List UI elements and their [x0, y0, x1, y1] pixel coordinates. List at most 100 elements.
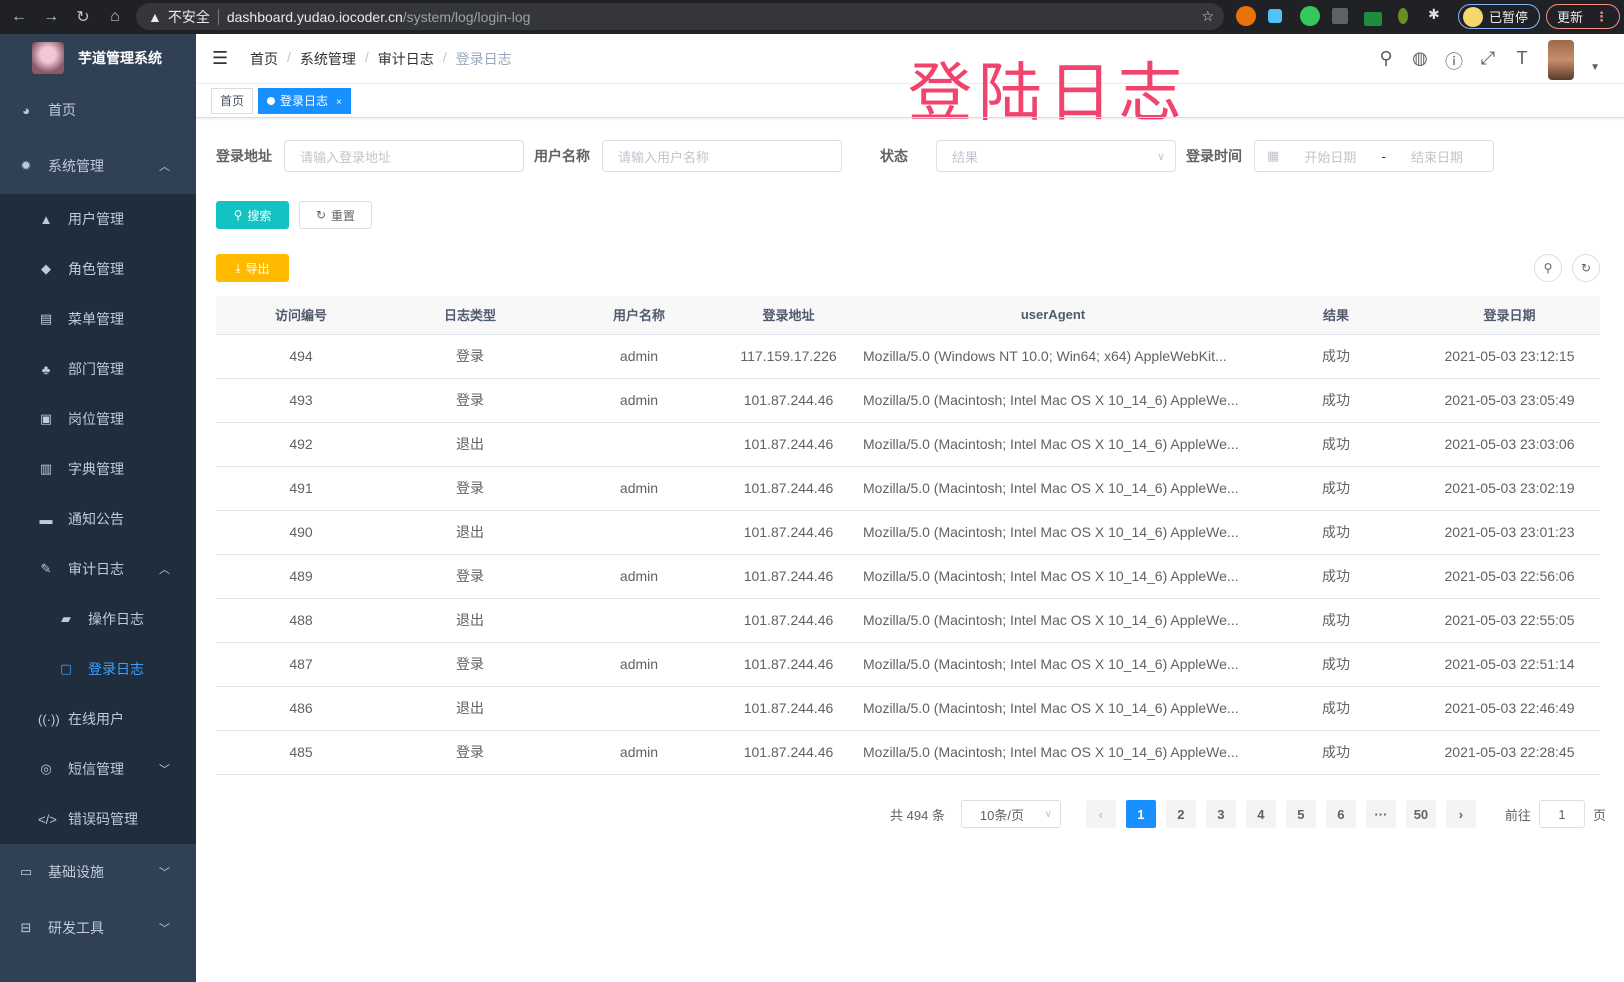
search-icon[interactable]: ⚲ — [1379, 48, 1393, 68]
breadcrumb: 首页 / 系统管理 / 审计日志 / 登录日志 — [250, 48, 512, 67]
extension-icon[interactable] — [1364, 12, 1382, 26]
chevron-down-icon: ﹀ — [159, 923, 170, 935]
tag-home[interactable]: 首页 — [211, 87, 254, 114]
table-cell: 2021-05-03 23:12:15 — [1419, 334, 1600, 379]
extension-icon[interactable] — [1332, 8, 1348, 24]
sidebar-item-devtools[interactable]: ⊟ 研发工具 ﹀ — [0, 900, 196, 956]
sidebar-item-login-log[interactable]: ▢ 登录日志 — [0, 644, 196, 694]
sidebar-item-operate-log[interactable]: ▰ 操作日志 — [0, 594, 196, 644]
update-button[interactable]: 更新 ⋮ — [1546, 4, 1620, 29]
table-cell: 2021-05-03 23:01:23 — [1419, 510, 1600, 555]
table-cell: 成功 — [1253, 334, 1419, 379]
sidebar-item-sms[interactable]: ◎ 短信管理 ﹀ — [0, 744, 196, 794]
security-label: 不安全 — [167, 8, 210, 25]
breadcrumb-item: 登录日志 — [455, 50, 512, 67]
question-icon[interactable]: ⓘ — [1445, 52, 1463, 72]
table-cell: 101.87.244.46 — [724, 598, 853, 643]
tag-login-log[interactable]: 登录日志 × — [258, 87, 351, 114]
avatar[interactable] — [1548, 40, 1574, 80]
page-size-select[interactable]: 10条/页 ∨ — [960, 800, 1061, 828]
page-button[interactable]: 4 — [1245, 800, 1276, 828]
page-button[interactable]: 3 — [1205, 800, 1236, 828]
puzzle-icon[interactable]: ✱ — [1428, 6, 1440, 22]
sidebar-item-user[interactable]: ▲ 用户管理 — [0, 194, 196, 244]
profile-avatar-icon — [1463, 7, 1483, 27]
page-button[interactable]: 6 — [1325, 800, 1356, 828]
table-cell: admin — [554, 642, 724, 687]
sidebar-item-notice[interactable]: ▬ 通知公告 — [0, 494, 196, 544]
sidebar-item-system[interactable]: ✹ 系统管理 ︿ — [0, 138, 196, 194]
profile-button[interactable]: 已暂停 — [1458, 4, 1540, 29]
hamburger-icon[interactable]: ☰ — [212, 48, 229, 68]
reset-button[interactable]: ↻ 重置 — [299, 201, 372, 229]
sidebar-item-label: 操作日志 — [88, 611, 144, 627]
sidebar-item-audit-log[interactable]: ✎ 审计日志 ︿ — [0, 544, 196, 594]
page-button[interactable]: 2 — [1165, 800, 1196, 828]
address-input[interactable]: 请输入登录地址 — [284, 140, 524, 172]
sidebar-item-infra[interactable]: ▭ 基础设施 ﹀ — [0, 844, 196, 900]
bookmark-star-icon[interactable]: ☆ — [1201, 8, 1214, 24]
navbar: ☰ 首页 / 系统管理 / 审计日志 / 登录日志 登陆日志 ⚲ ◍ ⓘ ⤢ T ▼ — [196, 34, 1624, 131]
close-icon[interactable]: × — [336, 96, 342, 108]
page-button[interactable]: 50 — [1405, 800, 1436, 828]
table-cell: Mozilla/5.0 (Macintosh; Intel Mac OS X 1… — [853, 686, 1253, 731]
table-cell: 成功 — [1253, 642, 1419, 687]
dashboard-icon: ◕ — [22, 102, 30, 118]
extension-icon[interactable] — [1398, 8, 1408, 24]
table-row: 486 退出 101.87.244.46 Mozilla/5.0 (Macintosh… — [216, 686, 1600, 731]
table-row: 491 登录 admin 101.87.244.46 Mozilla/5.0 (Maci… — [216, 466, 1600, 511]
extension-icon[interactable] — [1300, 6, 1320, 26]
page-button[interactable]: ··· — [1365, 800, 1396, 828]
sidebar-item-home[interactable]: ◕ 首页 — [0, 82, 196, 138]
breadcrumb-item[interactable]: 审计日志 — [377, 50, 434, 67]
app-logo[interactable]: 芋道管理系统 — [0, 34, 196, 82]
page-button[interactable]: 1 — [1125, 800, 1156, 828]
extension-icon[interactable] — [1236, 6, 1256, 26]
forward-icon[interactable]: → — [43, 8, 59, 25]
extension-icon[interactable] — [1268, 9, 1282, 23]
github-icon[interactable]: ◍ — [1412, 48, 1428, 68]
breadcrumb-item[interactable]: 系统管理 — [299, 50, 356, 67]
username-input[interactable]: 请输入用户名称 — [602, 140, 842, 172]
table-cell: 退出 — [386, 598, 554, 643]
tags-view: 首页 登录日志 × — [196, 84, 1624, 118]
button-label: 导出 — [245, 261, 270, 276]
sidebar-item-dict[interactable]: ▥ 字典管理 — [0, 444, 196, 494]
table-cell: 2021-05-03 22:28:45 — [1419, 730, 1600, 775]
prev-page-button[interactable]: ‹ — [1085, 800, 1116, 828]
sidebar-item-label: 岗位管理 — [68, 411, 124, 427]
font-size-icon[interactable]: T — [1516, 48, 1528, 68]
fullscreen-icon[interactable]: ⤢ — [1480, 48, 1496, 68]
caret-down-icon[interactable]: ▼ — [1590, 62, 1600, 73]
tree-table-icon: ▤ — [39, 311, 53, 326]
pagination: 共 494 条 10条/页 ∨ ‹ 1 2 3 4 5 6 ··· 50 › 前往 1 页 — [890, 800, 1606, 828]
table-cell: admin — [554, 554, 724, 599]
gear-icon: ✹ — [20, 158, 32, 173]
sidebar-item-error-code[interactable]: </> 错误码管理 — [0, 794, 196, 844]
status-select[interactable]: 结果 ∨ — [936, 140, 1176, 172]
sidebar-item-dept[interactable]: ♣ 部门管理 — [0, 344, 196, 394]
address-bar[interactable]: ▲ 不安全 dashboard.yudao.iocoder.cn/system/… — [136, 3, 1224, 30]
refresh-icon[interactable]: ↻ — [1572, 254, 1600, 282]
sidebar-item-online-user[interactable]: ((·)) 在线用户 — [0, 694, 196, 744]
page-button[interactable]: 5 — [1285, 800, 1316, 828]
sidebar-item-post[interactable]: ▣ 岗位管理 — [0, 394, 196, 444]
search-button[interactable]: ⚲ 搜索 — [216, 201, 289, 229]
back-icon[interactable]: ← — [11, 8, 27, 25]
sidebar-item-role[interactable]: ◆ 角色管理 — [0, 244, 196, 294]
toggle-search-icon[interactable]: ⚲ — [1534, 254, 1562, 282]
table-cell: 2021-05-03 22:46:49 — [1419, 686, 1600, 731]
home-icon[interactable]: ⌂ — [110, 8, 120, 25]
breadcrumb-item[interactable]: 首页 — [250, 50, 278, 67]
column-header: 用户名称 — [554, 296, 724, 335]
sidebar-item-menu[interactable]: ▤ 菜单管理 — [0, 294, 196, 344]
reload-icon[interactable]: ↻ — [76, 9, 90, 26]
export-button[interactable]: ⤓ 导出 — [216, 254, 289, 282]
table-cell: 101.87.244.46 — [724, 422, 853, 467]
monitor-icon: ▭ — [19, 864, 33, 879]
goto-page-input[interactable]: 1 — [1538, 800, 1585, 828]
date-range-picker[interactable]: ▦ 开始日期 - 结束日期 — [1254, 140, 1494, 172]
table-cell: Mozilla/5.0 (Macintosh; Intel Mac OS X 1… — [853, 642, 1253, 687]
button-label: 重置 — [331, 208, 356, 223]
next-page-button[interactable]: › — [1445, 800, 1476, 828]
